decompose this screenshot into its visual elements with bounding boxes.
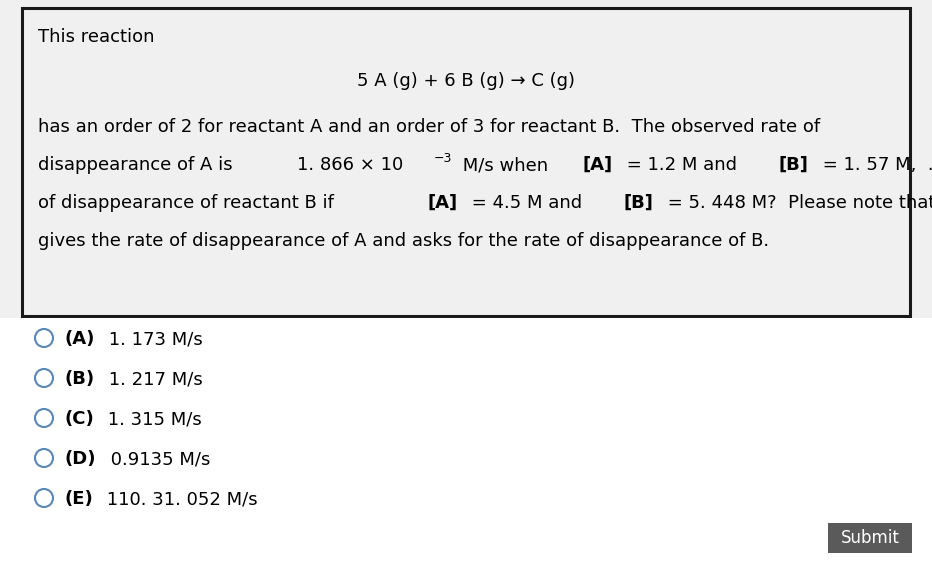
FancyBboxPatch shape [0, 318, 932, 568]
Text: disappearance of A is: disappearance of A is [38, 156, 239, 174]
Text: This reaction: This reaction [38, 28, 155, 46]
Text: Submit: Submit [841, 529, 899, 547]
Text: = 1.2 M and: = 1.2 M and [622, 156, 743, 174]
Text: = 4.5 M and: = 4.5 M and [466, 194, 588, 212]
Text: −3: −3 [433, 152, 452, 165]
Text: [A]: [A] [427, 194, 458, 212]
Text: (E): (E) [64, 490, 93, 508]
Text: 0.9135 M/s: 0.9135 M/s [104, 450, 210, 468]
Text: of disappearance of reactant B if: of disappearance of reactant B if [38, 194, 339, 212]
Text: 1. 866 × 10: 1. 866 × 10 [296, 156, 403, 174]
Text: M/s when: M/s when [458, 156, 555, 174]
Text: (D): (D) [64, 450, 95, 468]
FancyBboxPatch shape [22, 8, 910, 316]
Text: 1. 315 M/s: 1. 315 M/s [103, 410, 202, 428]
Text: [A]: [A] [582, 156, 612, 174]
Text: (A): (A) [64, 330, 94, 348]
FancyBboxPatch shape [828, 523, 912, 553]
Text: has an order of 2 for reactant A and an order of 3 for reactant B.  The observed: has an order of 2 for reactant A and an … [38, 118, 820, 136]
Text: (C): (C) [64, 410, 94, 428]
Text: 110. 31. 052 M/s: 110. 31. 052 M/s [101, 490, 258, 508]
Text: 1. 173 M/s: 1. 173 M/s [103, 330, 203, 348]
Text: = 5. 448 M?  Please note that the problem: = 5. 448 M? Please note that the problem [662, 194, 932, 212]
Text: = 1. 57 M,  .  What is the initial rate: = 1. 57 M, . What is the initial rate [816, 156, 932, 174]
Text: 1. 217 M/s: 1. 217 M/s [103, 370, 202, 388]
Text: 5 A (g) + 6 B (g) → C (g): 5 A (g) + 6 B (g) → C (g) [357, 72, 575, 90]
Text: [B]: [B] [624, 194, 653, 212]
Text: (B): (B) [64, 370, 94, 388]
Text: [B]: [B] [778, 156, 808, 174]
Text: gives the rate of disappearance of A and asks for the rate of disappearance of B: gives the rate of disappearance of A and… [38, 232, 769, 250]
